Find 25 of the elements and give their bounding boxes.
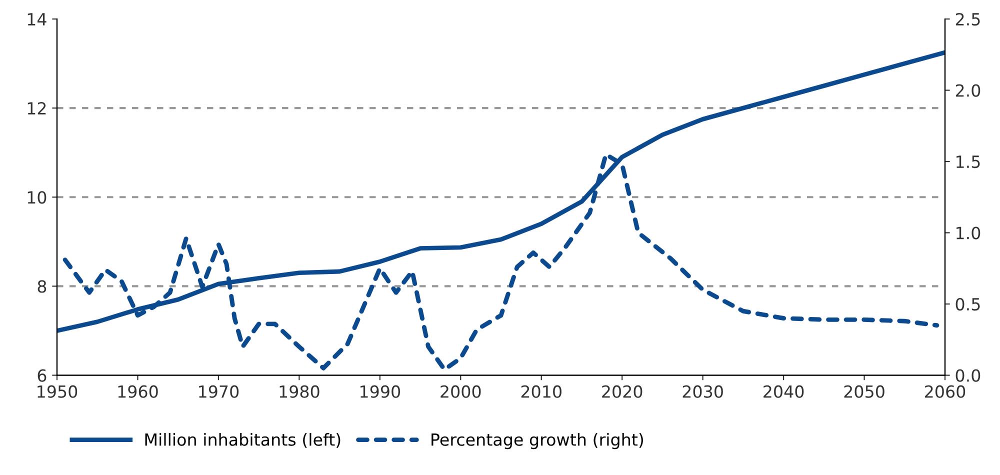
x-tick-label: 2000 xyxy=(440,385,481,398)
y2-tick-label: 2.0 xyxy=(956,84,980,97)
x-tick-label: 2020 xyxy=(602,385,642,398)
y2-tick-label: 0.0 xyxy=(956,369,980,382)
x-tick-label: 2030 xyxy=(682,385,723,398)
x-tick-label: 2050 xyxy=(844,385,884,398)
legend-label: Million inhabitants (left) xyxy=(145,433,340,448)
x-tick-label: 2040 xyxy=(764,385,804,398)
y2-tick-label: 2.5 xyxy=(956,12,980,26)
y-tick-label: 12 xyxy=(28,102,46,114)
x-tick-label: 1950 xyxy=(38,385,78,398)
x-tick-label: 2060 xyxy=(925,385,966,398)
x-tick-label: 1970 xyxy=(199,385,239,398)
legend-label: Percentage growth (right) xyxy=(432,433,644,450)
x-tick-label: 1980 xyxy=(280,385,320,398)
x-tick-label: 2010 xyxy=(521,385,562,398)
x-tick-label: 1990 xyxy=(360,385,400,398)
x-tick-label: 1960 xyxy=(118,385,158,398)
y-tick-label: 8 xyxy=(38,280,46,293)
y-tick-label: 6 xyxy=(38,369,46,382)
y2-tick-label: 1.5 xyxy=(956,156,980,168)
y2-tick-label: 1.0 xyxy=(956,226,980,240)
y-tick-label: 10 xyxy=(28,191,46,204)
y-tick-label: 14 xyxy=(28,13,46,26)
y2-tick-label: 0.5 xyxy=(956,298,980,311)
